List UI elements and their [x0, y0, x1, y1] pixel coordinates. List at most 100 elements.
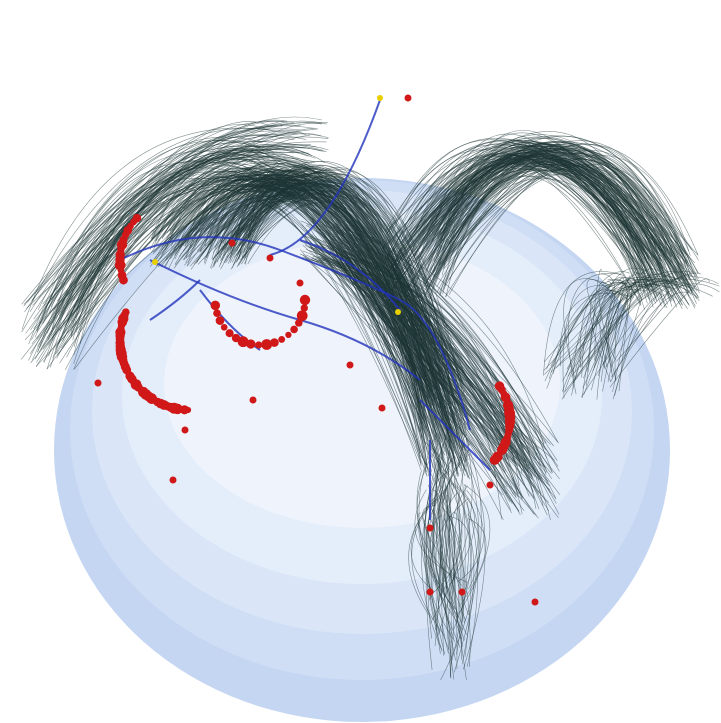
edge [446, 484, 455, 584]
edge [416, 154, 690, 297]
edge [422, 516, 434, 590]
edge [445, 150, 668, 297]
edge [453, 449, 482, 673]
edge [332, 235, 547, 474]
edge [37, 148, 309, 347]
edge [42, 123, 322, 350]
edge [356, 236, 521, 468]
edge [56, 144, 329, 359]
edge [543, 271, 636, 371]
edge [612, 284, 694, 400]
edge [41, 140, 325, 320]
edge [60, 183, 324, 315]
edge [606, 284, 675, 373]
edge [335, 222, 547, 444]
node [237, 336, 249, 348]
edge [437, 478, 460, 638]
node [121, 308, 130, 317]
edge [346, 221, 553, 473]
edge [421, 464, 443, 650]
edge [51, 161, 261, 333]
edge [427, 141, 689, 285]
node [94, 379, 102, 387]
edge [407, 152, 682, 288]
edge [434, 163, 683, 302]
node [215, 316, 225, 325]
edge [240, 201, 428, 468]
edge [593, 289, 614, 368]
node [225, 329, 234, 338]
edge [302, 250, 542, 494]
node [489, 455, 500, 465]
edge [421, 456, 471, 667]
edge [340, 242, 502, 520]
edge [581, 274, 693, 398]
node [426, 524, 434, 532]
edge [579, 276, 719, 368]
edge [78, 163, 262, 325]
node [378, 404, 386, 412]
edge [382, 149, 645, 273]
node [299, 294, 311, 306]
edge [229, 172, 422, 392]
node [290, 325, 298, 334]
edge [32, 149, 294, 306]
edge [442, 150, 661, 289]
edge [561, 272, 688, 400]
edge [348, 227, 508, 495]
edge [321, 232, 510, 459]
edge [302, 256, 549, 485]
edge [304, 239, 516, 507]
node [231, 333, 241, 343]
edge [456, 484, 491, 618]
node [255, 341, 263, 349]
edge [343, 250, 547, 459]
edge [332, 259, 548, 472]
edge [436, 144, 690, 280]
edge [564, 270, 694, 393]
edge [432, 430, 448, 590]
node [346, 361, 354, 369]
edge [429, 148, 673, 302]
node [213, 309, 221, 318]
edge [401, 140, 645, 267]
edge [411, 499, 445, 636]
edge [386, 140, 681, 281]
graph-nodes [94, 94, 539, 606]
edge [409, 164, 698, 292]
edge [432, 459, 452, 654]
edge [610, 291, 699, 383]
edge [162, 190, 446, 456]
edge [48, 159, 294, 314]
tree-edge [419, 399, 491, 471]
edge [334, 246, 533, 479]
edge [21, 127, 280, 330]
sphere-shell [164, 240, 560, 528]
edge [74, 174, 293, 370]
node [458, 588, 466, 596]
edge [424, 167, 662, 298]
edge [354, 230, 559, 444]
edge [555, 283, 662, 369]
edge [614, 271, 654, 396]
edge [50, 156, 316, 308]
node [426, 588, 434, 596]
edge [34, 150, 264, 338]
node [261, 339, 273, 350]
edge [330, 222, 539, 454]
edge [390, 159, 662, 307]
edge [344, 228, 545, 448]
edge [306, 223, 517, 497]
node [132, 213, 142, 223]
edge [423, 438, 454, 640]
edge [55, 152, 309, 328]
edge [42, 167, 297, 348]
node [278, 335, 286, 343]
edge [422, 505, 462, 586]
edge [309, 236, 538, 456]
edge [439, 462, 444, 656]
edge [458, 518, 487, 608]
edge [247, 177, 452, 437]
edge [383, 160, 663, 281]
